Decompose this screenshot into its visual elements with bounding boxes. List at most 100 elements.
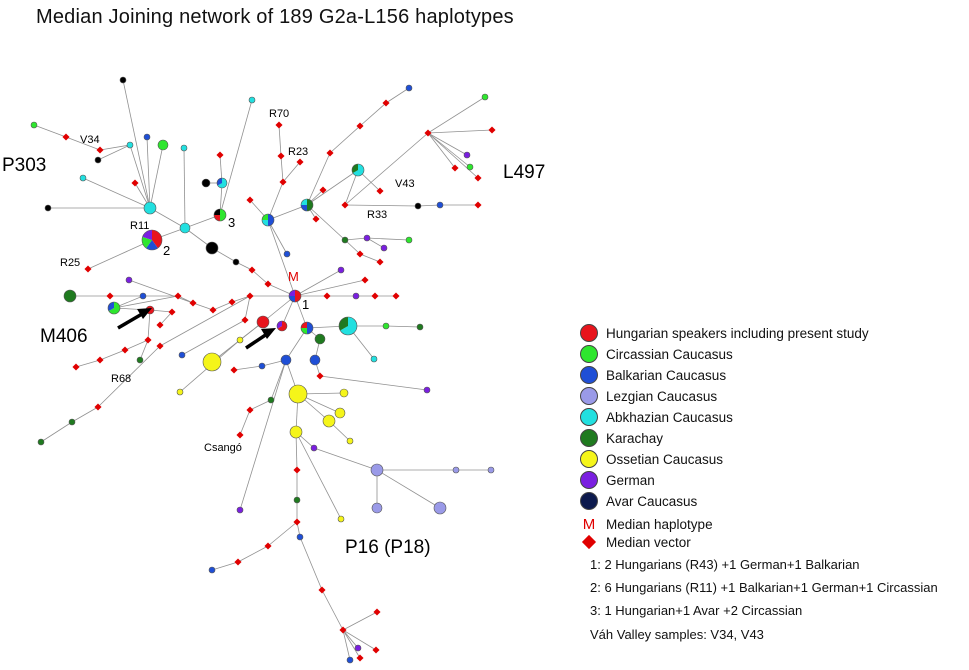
haplotype-node-r9 xyxy=(296,158,304,166)
median-vector-diamond xyxy=(264,542,272,550)
haplotype-node-k7 xyxy=(416,323,424,331)
network-edge xyxy=(99,144,131,151)
median-vector-diamond xyxy=(96,356,104,364)
node-circle xyxy=(310,444,318,452)
haplotype-node-y6 xyxy=(334,407,346,419)
node-circle xyxy=(346,437,354,445)
network-edge xyxy=(267,521,298,547)
haplotype-node-r38 xyxy=(144,336,152,344)
node-circle xyxy=(309,354,321,366)
node-slice xyxy=(108,302,121,315)
median-vector-diamond xyxy=(451,164,459,172)
median-vector-diamond xyxy=(230,366,238,374)
haplotype-node-sm1 xyxy=(216,151,224,159)
haplotype-node-b2 xyxy=(283,250,291,258)
haplotype-node-y8 xyxy=(346,437,354,445)
network-edge xyxy=(427,96,486,134)
haplotype-node-y9 xyxy=(289,425,303,439)
network-edge xyxy=(306,169,359,206)
network-edge xyxy=(342,629,377,651)
network-edge xyxy=(329,125,361,154)
haplotype-node-blk3 xyxy=(119,76,127,84)
median-vector-diamond xyxy=(72,363,80,371)
haplotype-node-r56 xyxy=(373,608,381,616)
arrows xyxy=(117,308,276,350)
haplotype-node-r32 xyxy=(156,321,164,329)
node-slice xyxy=(301,205,307,211)
node-outline xyxy=(213,208,227,222)
legend-item-hungarian: Hungarian speakers including present stu… xyxy=(580,323,869,343)
haplotype-node-g11 xyxy=(236,506,244,514)
haplotype-node-r3 xyxy=(62,133,70,141)
haplotype-node-a1 xyxy=(264,280,272,288)
node-slice xyxy=(307,322,313,334)
node-circle xyxy=(293,496,301,504)
network-edge xyxy=(251,269,269,285)
median-vector-diamond xyxy=(248,266,256,274)
label-node-3: 3 xyxy=(228,215,235,230)
median-vector-diamond xyxy=(241,316,249,324)
legend-label: Lezgian Caucasus xyxy=(606,388,718,404)
network-nodes xyxy=(30,76,496,664)
node-circle xyxy=(126,141,134,149)
label-csango: Csangó xyxy=(204,442,242,454)
haplotype-node-k2 xyxy=(341,236,349,244)
node-circle xyxy=(346,656,354,664)
haplotype-node-r14 xyxy=(319,186,327,194)
legend-item-abkhazian: Abkhazian Caucasus xyxy=(580,407,733,427)
node-outline xyxy=(216,177,228,189)
legend-label: Median haplotype xyxy=(606,516,713,532)
karachay-swatch xyxy=(580,429,598,447)
node-circle xyxy=(371,502,383,514)
label-r68: R68 xyxy=(111,373,131,385)
network-edge xyxy=(192,302,214,311)
haplotype-node-cc xyxy=(351,163,365,177)
haplotype-node-blk1 xyxy=(205,241,219,255)
node-slice xyxy=(289,290,295,296)
note-vah: Váh Valley samples: V34, V43 xyxy=(590,627,764,642)
haplotype-node-y10 xyxy=(337,515,345,523)
node-circle xyxy=(256,315,270,329)
haplotype-node-big2 xyxy=(141,229,163,251)
legend-item-median-haplotype: M Median haplotype xyxy=(580,514,713,534)
haplotype-node-g1 xyxy=(363,234,371,242)
node-circle xyxy=(236,506,244,514)
node-slice xyxy=(217,178,227,189)
network-edge xyxy=(211,561,239,571)
legend-label: Abkhazian Caucasus xyxy=(606,409,733,425)
node-circle xyxy=(79,174,87,182)
node-slice xyxy=(268,214,274,226)
network-edge xyxy=(344,239,361,255)
haplotype-node-lz4 xyxy=(371,502,383,514)
label-r25: R25 xyxy=(60,257,80,269)
node-slice xyxy=(152,230,163,249)
network-edge xyxy=(97,144,131,161)
node-slice xyxy=(214,215,220,221)
node-circle xyxy=(341,236,349,244)
median-vector-diamond xyxy=(341,201,349,209)
network-edge xyxy=(233,365,263,371)
haplotype-node-c5 xyxy=(466,163,474,171)
haplotype-node-r19 xyxy=(474,201,482,209)
network-edge xyxy=(237,545,269,563)
node-slice xyxy=(146,240,158,251)
balkarian-swatch xyxy=(580,366,598,384)
legend-label: German xyxy=(606,472,655,488)
node-circle xyxy=(201,178,211,188)
node-circle xyxy=(370,463,384,477)
haplotype-node-r39 xyxy=(121,346,129,354)
haplotype-node-y3 xyxy=(176,388,184,396)
median-vector-diamond xyxy=(246,292,254,300)
median-vector-diamond xyxy=(121,346,129,354)
node-slice xyxy=(289,296,295,302)
haplotype-node-b4 xyxy=(436,201,444,209)
median-vector-diamond xyxy=(174,292,182,300)
arrow-center-head xyxy=(261,328,276,339)
haplotype-node-y2 xyxy=(236,336,244,344)
median-vector-diamond xyxy=(356,250,364,258)
node-circle xyxy=(283,250,291,258)
network-edge xyxy=(113,295,179,309)
haplotype-node-k4 xyxy=(136,356,144,364)
node-circle xyxy=(322,414,336,428)
node-circle xyxy=(280,354,292,366)
